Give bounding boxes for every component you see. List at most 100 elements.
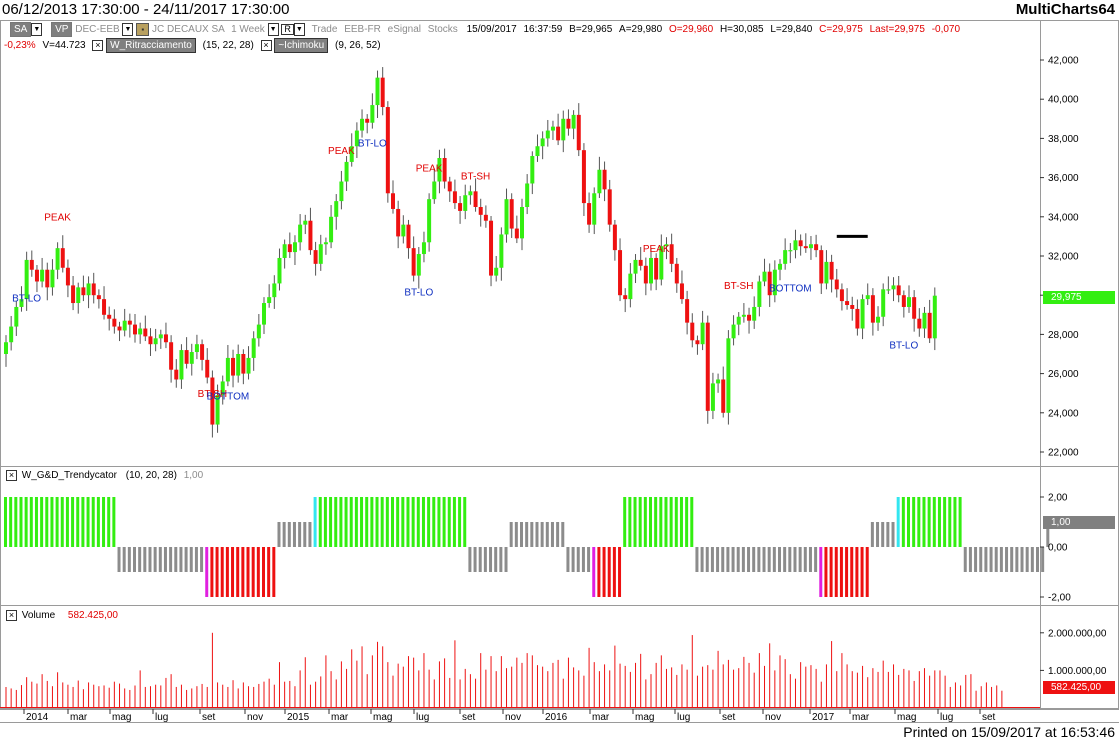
trend-bar xyxy=(267,547,271,597)
trend-bar xyxy=(14,497,18,547)
candle-body xyxy=(365,118,370,123)
price-tick-label: 38,000 xyxy=(1048,134,1079,145)
candle-body xyxy=(9,326,14,343)
trend-bar xyxy=(153,547,157,572)
candle-body xyxy=(473,191,478,207)
trend-bar xyxy=(772,547,776,572)
trend-bar xyxy=(839,547,843,597)
trend-bar xyxy=(968,547,972,572)
trend-bar xyxy=(762,547,766,572)
candle-body xyxy=(14,306,19,327)
trend-bar xyxy=(1025,547,1029,572)
trend-bar xyxy=(979,547,983,572)
study1-params: (15, 22, 28) xyxy=(202,40,254,52)
trend-tick-label: 0,00 xyxy=(1048,543,1068,554)
price-tick-label: 28,000 xyxy=(1048,330,1079,341)
candle-body xyxy=(292,242,297,253)
candle-body xyxy=(705,322,710,411)
trend-bar xyxy=(509,522,513,547)
candle-body xyxy=(483,214,488,221)
trend-bar xyxy=(148,547,152,572)
trendycator-last-tag: 1,00 xyxy=(1043,516,1115,529)
time-tick-label: mar xyxy=(70,712,88,723)
candle-body xyxy=(122,320,127,331)
candle-body xyxy=(40,269,45,282)
candle-body xyxy=(762,271,767,282)
candle-body xyxy=(298,224,303,243)
study2-name[interactable]: ~Ichimoku xyxy=(274,38,329,53)
trend-bar xyxy=(262,547,265,597)
trend-bar xyxy=(896,497,900,547)
trend-bar xyxy=(633,497,637,547)
data-source-dropdown-icon[interactable]: ▼ xyxy=(122,23,134,36)
candle-body xyxy=(447,181,452,192)
trend-bar xyxy=(158,547,162,572)
vp-button[interactable]: VP xyxy=(51,22,73,37)
trend-bar xyxy=(943,497,947,547)
trend-bar xyxy=(618,547,622,597)
trend-bar xyxy=(721,547,725,572)
trend-bar xyxy=(999,547,1003,572)
trend-bar xyxy=(870,522,874,547)
trend-bar xyxy=(246,547,250,597)
swing-label: BOTTOM xyxy=(769,283,812,294)
trend-bar xyxy=(504,547,508,572)
mode-button[interactable]: R xyxy=(281,24,294,35)
symbol-dropdown-icon[interactable]: ▼ xyxy=(31,23,43,36)
trend-bar xyxy=(458,497,462,547)
trend-bar xyxy=(747,547,751,572)
trend-bar xyxy=(1046,522,1050,547)
time-tick-label: mar xyxy=(592,712,610,723)
trend-bar xyxy=(912,497,916,547)
trend-bar xyxy=(375,497,379,547)
trend-bar xyxy=(60,497,64,547)
study1-toggle[interactable]: × xyxy=(92,40,104,51)
trend-bar xyxy=(545,522,549,547)
volume-pane-frame xyxy=(0,605,1119,709)
study1-name[interactable]: W_Ritracciamento xyxy=(106,38,196,53)
trend-bar xyxy=(189,547,193,572)
trend-bar xyxy=(814,547,818,572)
candle-body xyxy=(60,248,65,268)
candle-body xyxy=(860,299,865,329)
trend-bar xyxy=(1020,547,1024,572)
trend-bar xyxy=(313,497,317,547)
study2-toggle[interactable]: × xyxy=(260,40,272,51)
trend-bar xyxy=(994,547,998,572)
trend-bar xyxy=(169,547,173,572)
symbol-button[interactable]: SA xyxy=(10,22,32,37)
candle-body xyxy=(91,283,96,296)
mode-dropdown-icon[interactable]: ▼ xyxy=(293,23,305,36)
volume-last-tag: 582.425,00 xyxy=(1043,681,1115,694)
candle-body xyxy=(184,350,189,364)
candle-body xyxy=(679,283,684,300)
volume-toggle[interactable]: × xyxy=(6,610,17,621)
candle-body xyxy=(633,259,638,274)
trend-bar xyxy=(127,547,131,572)
instrument-icon[interactable]: ▪ xyxy=(136,23,150,36)
swing-label: BOTTOM xyxy=(986,0,1029,3)
trend-bar xyxy=(612,547,616,597)
trendycator-pane xyxy=(4,497,1050,597)
trendycator-toggle[interactable]: × xyxy=(6,470,17,481)
trend-bar xyxy=(133,547,136,572)
price-tick-label: 34,000 xyxy=(1048,212,1079,223)
time-tick-label: nov xyxy=(247,712,263,723)
volume-value: V=44.723 xyxy=(42,40,86,52)
feed: eSignal xyxy=(387,24,422,36)
trend-bar xyxy=(122,547,126,572)
trend-bar xyxy=(674,497,678,547)
candle-body xyxy=(489,220,494,276)
interval-dropdown-icon[interactable]: ▼ xyxy=(267,23,279,36)
trend-bar xyxy=(793,547,797,572)
trend-bar xyxy=(360,497,364,547)
candle-body xyxy=(200,344,205,360)
trend-bar xyxy=(778,547,781,572)
trend-bar xyxy=(349,497,353,547)
candle-body xyxy=(102,299,107,315)
trend-bar xyxy=(514,522,518,547)
trend-bar xyxy=(736,547,740,572)
trend-bar xyxy=(489,547,493,572)
candle-body xyxy=(437,158,442,182)
